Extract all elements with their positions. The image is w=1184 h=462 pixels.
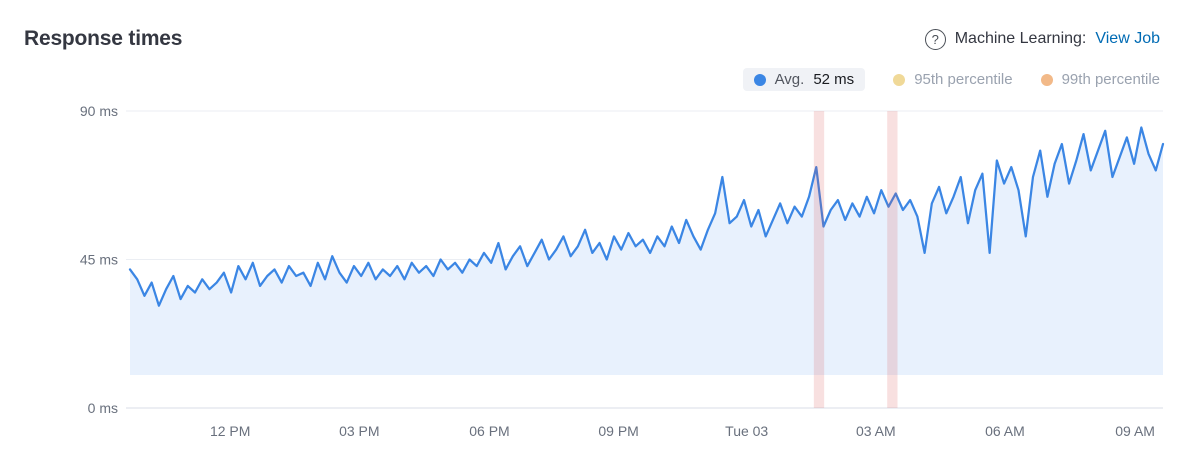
avg-series-line (128, 126, 1165, 307)
legend-item-95th-percentile[interactable]: 95th percentile (893, 71, 1013, 88)
x-axis-label-2: 06 PM (469, 423, 509, 439)
x-axis-label-0: 12 PM (210, 423, 250, 439)
avg-series-area (130, 127, 1163, 375)
x-axis-label-6: 06 AM (985, 423, 1025, 439)
y-axis-label-45: 45 ms (80, 252, 118, 268)
y-axis-label-0: 0 ms (88, 400, 118, 416)
x-axis-label-7: 09 AM (1115, 423, 1155, 439)
x-axis-label-4: Tue 03 (725, 423, 768, 439)
response-times-panel-header: Response times ? Machine Learning: View … (0, 0, 1184, 93)
help-icon[interactable]: ? (924, 28, 946, 50)
view-job-link[interactable]: View Job (1095, 30, 1160, 47)
avg-legend-value: 52 ms (813, 71, 855, 88)
p95-series-dot-icon (893, 73, 906, 86)
machine-learning-label: Machine Learning: (954, 30, 1087, 47)
p95-legend-label: 95th percentile (914, 71, 1013, 88)
x-axis-label-3: 09 PM (598, 423, 638, 439)
p99-legend-label: 99th percentile (1061, 71, 1160, 88)
legend-item-avg[interactable]: Avg. 52 ms (742, 68, 866, 91)
x-axis-label-1: 03 PM (339, 423, 379, 439)
y-axis-label-90: 90 ms (80, 103, 118, 119)
response-times-chart[interactable]: 0 ms 45 ms 90 ms 12 PM 03 PM 06 PM 09 PM Tue 03… (0, 99, 1184, 455)
avg-series-dot-icon (753, 73, 766, 86)
legend-item-99th-percentile[interactable]: 99th percentile (1040, 71, 1160, 88)
header-row: Response times ? Machine Learning: View … (24, 24, 1160, 54)
x-axis-label-5: 03 AM (856, 423, 896, 439)
machine-learning-row: ? Machine Learning: View Job (924, 28, 1160, 50)
avg-legend-label: Avg. (774, 71, 805, 88)
chart-legend: Avg. 52 ms 95th percentile 99th percenti… (24, 66, 1160, 93)
ml-annotation-band-1[interactable] (887, 111, 898, 408)
page-title: Response times (24, 27, 183, 50)
ml-annotation-band-0[interactable] (813, 111, 825, 408)
p99-series-dot-icon (1040, 73, 1053, 86)
